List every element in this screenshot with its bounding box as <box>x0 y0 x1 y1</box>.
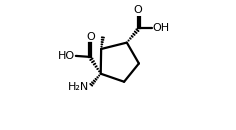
Text: OH: OH <box>153 23 170 33</box>
Text: O: O <box>134 5 143 15</box>
Text: O: O <box>86 32 95 42</box>
Text: HO: HO <box>58 51 75 61</box>
Text: H₂N: H₂N <box>67 82 89 92</box>
